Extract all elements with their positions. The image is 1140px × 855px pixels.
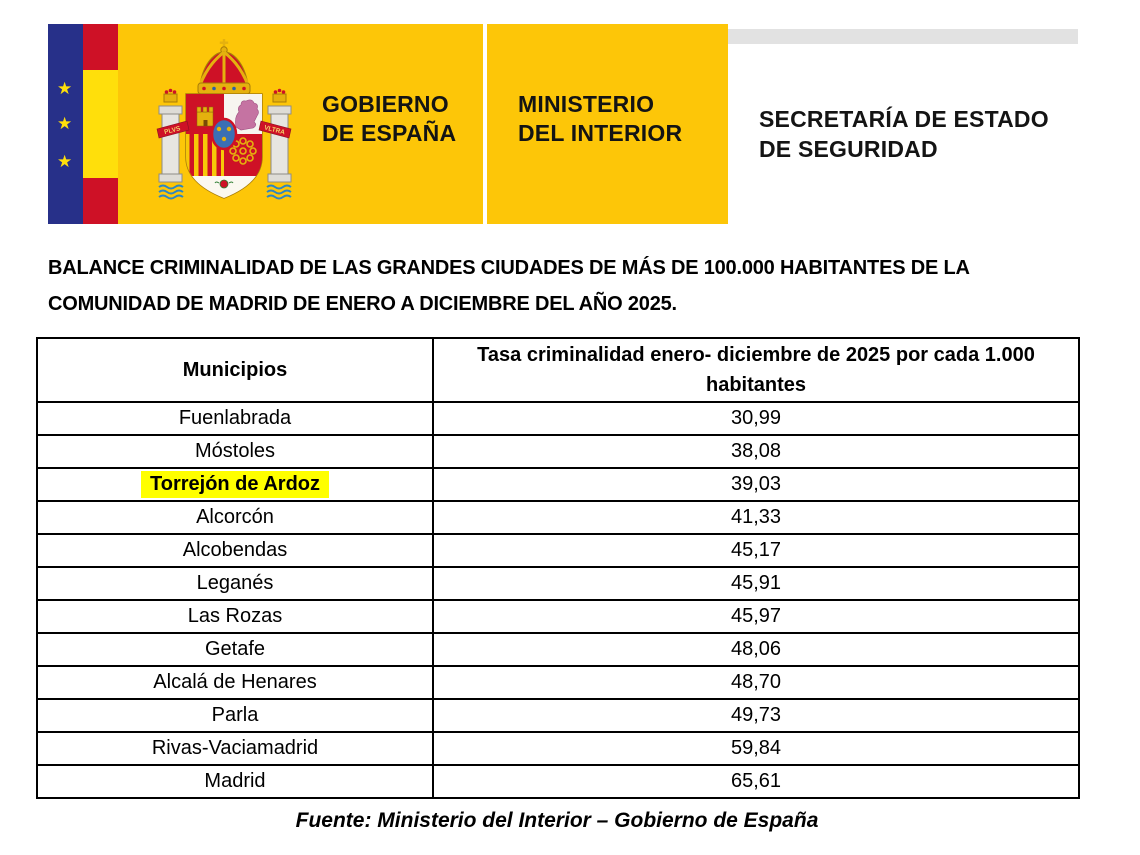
column-header-tasa: Tasa criminalidad enero- diciembre de 20… (432, 337, 1080, 403)
tasa-cell: 45,97 (432, 599, 1080, 634)
municipio-cell: Leganés (36, 566, 434, 601)
source-caption: Fuente: Ministerio del Interior – Gobier… (295, 809, 819, 832)
svg-text:PLVS: PLVS (164, 125, 182, 136)
secretaria-wordmark: SECRETARÍA DE ESTADO DE SEGURIDAD (759, 104, 1049, 164)
table-header-row: Municipios Tasa criminalidad enero- dici… (36, 337, 1080, 403)
banner-divider (483, 24, 487, 224)
tasa-cell: 39,03 (432, 467, 1080, 502)
tasa-cell: 45,17 (432, 533, 1080, 568)
municipio-cell: Madrid (36, 764, 434, 799)
document-title: BALANCE CRIMINALIDAD DE LAS GRANDES CIUD… (48, 250, 1088, 322)
tasa-cell: 48,06 (432, 632, 1080, 667)
secretaria-line1: SECRETARÍA DE ESTADO (759, 106, 1049, 132)
flag-red-band (83, 24, 118, 70)
spain-coat-of-arms-icon: PLVS VLTRA (156, 39, 292, 200)
municipio-cell: Torrejón de Ardoz (36, 467, 434, 502)
crime-rate-table: Municipios Tasa criminalidad enero- dici… (36, 337, 1080, 799)
svg-text:VLTRA: VLTRA (263, 124, 286, 136)
municipio-cell: Alcalá de Henares (36, 665, 434, 700)
tasa-cell: 45,91 (432, 566, 1080, 601)
eu-star-icon: ★ (57, 79, 73, 98)
gobierno-wordmark: GOBIERNO DE ESPAÑA (322, 90, 456, 148)
table-row: Getafe 48,06 (36, 632, 1080, 667)
municipio-cell: Rivas-Vaciamadrid (36, 731, 434, 766)
table-row: Las Rozas 45,97 (36, 599, 1080, 634)
gobierno-line1: GOBIERNO (322, 91, 449, 117)
secretaria-line2: DE SEGURIDAD (759, 136, 938, 162)
eu-star-icon: ★ (57, 152, 73, 171)
secretaria-block: SECRETARÍA DE ESTADO DE SEGURIDAD (728, 24, 1078, 224)
municipio-cell: Alcobendas (36, 533, 434, 568)
table-row: Madrid 65,61 (36, 764, 1080, 799)
table-row: Alcalá de Henares 48,70 (36, 665, 1080, 700)
table-row: Alcorcón 41,33 (36, 500, 1080, 535)
table-row: Rivas-Vaciamadrid 59,84 (36, 731, 1080, 766)
spain-flag-strip (83, 24, 118, 224)
municipio-cell: Getafe (36, 632, 434, 667)
table-row: Fuenlabrada 30,99 (36, 401, 1080, 436)
gobierno-block: ★ ★ ★ (48, 24, 483, 224)
flag-yellow-band (83, 70, 118, 178)
municipio-cell: Las Rozas (36, 599, 434, 634)
plus-ultra-ribbons: PLVS VLTRA (156, 120, 292, 139)
highlighted-municipio: Torrejón de Ardoz (141, 471, 329, 498)
ministerio-line2: DEL INTERIOR (518, 120, 683, 146)
table-row: Leganés 45,91 (36, 566, 1080, 601)
ministerio-block: MINISTERIO DEL INTERIOR (487, 24, 728, 224)
eu-star-icon: ★ (57, 114, 73, 133)
table-row: Móstoles 38,08 (36, 434, 1080, 469)
column-header-municipios: Municipios (36, 337, 434, 403)
municipio-cell: Alcorcón (36, 500, 434, 535)
tasa-cell: 59,84 (432, 731, 1080, 766)
tasa-cell: 48,70 (432, 665, 1080, 700)
document-title-line2: COMUNIDAD DE MADRID DE ENERO A DICIEMBRE… (48, 293, 677, 315)
flag-red-band (83, 178, 118, 224)
gobierno-line2: DE ESPAÑA (322, 120, 457, 146)
table-row-highlighted: Torrejón de Ardoz 39,03 (36, 467, 1080, 502)
ministerio-wordmark: MINISTERIO DEL INTERIOR (518, 90, 682, 148)
tasa-cell: 49,73 (432, 698, 1080, 733)
tasa-cell: 30,99 (432, 401, 1080, 436)
government-logo-banner: ★ ★ ★ (48, 24, 1078, 224)
tasa-cell: 38,08 (432, 434, 1080, 469)
gray-top-strip (728, 29, 1078, 44)
municipio-cell: Fuenlabrada (36, 401, 434, 436)
table-row: Alcobendas 45,17 (36, 533, 1080, 568)
table-row: Parla 49,73 (36, 698, 1080, 733)
municipio-cell: Parla (36, 698, 434, 733)
eu-flag-strip: ★ ★ ★ (48, 24, 83, 224)
tasa-cell: 41,33 (432, 500, 1080, 535)
tasa-cell: 65,61 (432, 764, 1080, 799)
document-title-line1: BALANCE CRIMINALIDAD DE LAS GRANDES CIUD… (48, 257, 970, 279)
ministerio-line1: MINISTERIO (518, 91, 655, 117)
municipio-cell: Móstoles (36, 434, 434, 469)
